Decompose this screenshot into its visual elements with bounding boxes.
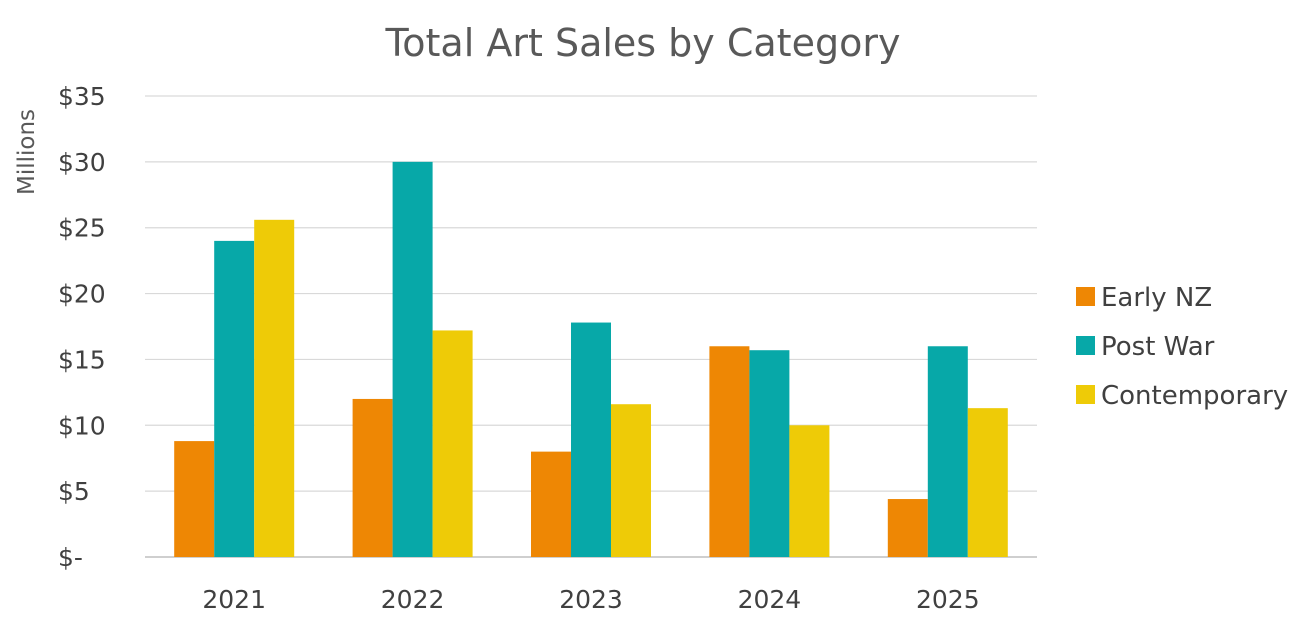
legend-swatch-contemporary <box>1076 385 1095 404</box>
bar-post-war-2023 <box>571 322 611 557</box>
y-tick-label: $15 <box>58 345 106 374</box>
bar-post-war-2024 <box>749 350 790 557</box>
y-axis-ticks: $- $5 $10 $15 $20 $25 $30 $35 <box>58 82 106 572</box>
legend-label: Post War <box>1101 332 1215 362</box>
x-tick-label: 2024 <box>738 585 802 614</box>
legend: Early NZ Post War Contemporary <box>1076 283 1288 411</box>
bar-post-war-2025 <box>927 346 968 557</box>
bar-early-nz-2021 <box>174 441 215 557</box>
bar-early-nz-2023 <box>531 451 571 557</box>
y-tick-label: $10 <box>58 411 106 440</box>
bar-contemporary-2021 <box>254 219 295 557</box>
legend-swatch-post-war <box>1076 336 1095 355</box>
bar-contemporary-2024 <box>789 425 830 557</box>
bar-early-nz-2024 <box>709 346 750 557</box>
bar-contemporary-2025 <box>967 408 1008 557</box>
y-tick-label: $35 <box>58 82 106 111</box>
x-tick-label: 2025 <box>916 585 980 614</box>
y-tick-label: $30 <box>58 148 106 177</box>
y-tick-label: $20 <box>58 280 106 309</box>
legend-label: Contemporary <box>1101 381 1288 411</box>
bar-early-nz-2022 <box>352 398 393 557</box>
legend-swatch-early-nz <box>1076 287 1095 306</box>
bars <box>174 161 1008 557</box>
chart-title: Total Art Sales by Category <box>385 21 901 65</box>
x-axis-ticks: 2021 2022 2023 2024 2025 <box>202 585 979 614</box>
y-tick-label: $5 <box>58 477 90 506</box>
x-tick-label: 2021 <box>202 585 266 614</box>
x-tick-label: 2023 <box>559 585 623 614</box>
bar-post-war-2022 <box>392 161 433 557</box>
legend-label: Early NZ <box>1101 283 1212 313</box>
bar-early-nz-2025 <box>887 499 928 557</box>
bar-contemporary-2022 <box>432 330 473 557</box>
bar-contemporary-2023 <box>611 404 651 557</box>
y-tick-label: $- <box>58 543 83 572</box>
x-tick-label: 2022 <box>381 585 445 614</box>
bar-post-war-2021 <box>214 240 255 557</box>
y-axis-title: Millions <box>14 109 40 195</box>
y-tick-label: $25 <box>58 214 106 243</box>
